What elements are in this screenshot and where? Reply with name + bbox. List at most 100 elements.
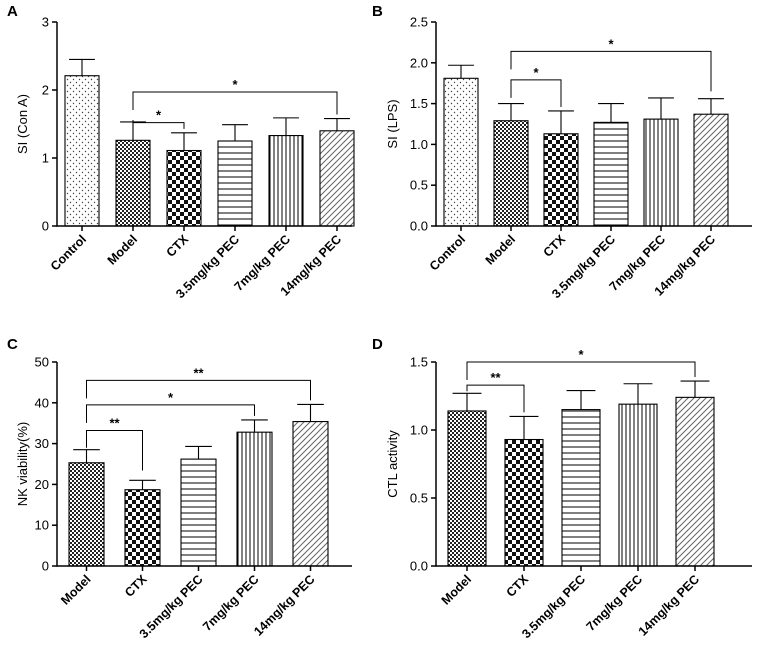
- panel-letter: C: [7, 336, 18, 353]
- y-tick-label: 0.5: [410, 178, 428, 193]
- x-tick-label: CTX: [504, 572, 532, 600]
- y-tick-label: 1.0: [410, 423, 428, 438]
- error-bar-3: [566, 390, 596, 410]
- error-bar-3: [171, 132, 197, 151]
- y-tick-label: 1.0: [410, 137, 428, 152]
- y-tick-label: 2.5: [410, 15, 428, 30]
- y-tick-label: 0.5: [410, 491, 428, 506]
- bar-1: [68, 462, 105, 567]
- y-tick-label: 1.5: [410, 96, 428, 111]
- bar-5: [292, 421, 329, 567]
- x-tick-label: 14mg/kg PEC: [636, 572, 702, 638]
- error-bar-2: [509, 415, 539, 440]
- significance-label: *: [533, 65, 539, 80]
- y-tick-label: 2: [42, 83, 49, 98]
- bar-3: [561, 409, 601, 567]
- significance-label: **: [193, 365, 204, 380]
- error-bar-4: [623, 383, 653, 405]
- x-tick-label: CTX: [541, 232, 569, 260]
- error-bar-4: [241, 419, 268, 433]
- y-tick-label: 3: [42, 15, 49, 30]
- significance-bracket: [86, 430, 143, 471]
- error-bar-1: [448, 64, 474, 79]
- y-tick-label: 1.5: [410, 355, 428, 370]
- bar-4: [217, 140, 253, 227]
- significance-label: *: [156, 108, 162, 123]
- y-tick-label: 30: [35, 436, 49, 451]
- bar-4: [236, 431, 273, 567]
- significance-bracket: [510, 79, 562, 107]
- error-bar-1: [73, 449, 100, 463]
- significance-label: **: [490, 370, 501, 385]
- y-axis-title: SI (Con A): [15, 94, 30, 154]
- y-axis-title: SI (LPS): [385, 99, 400, 148]
- error-bar-5: [648, 97, 674, 120]
- error-bar-5: [273, 117, 299, 136]
- x-tick-label: Model: [105, 232, 140, 267]
- x-tick-label: CTX: [122, 572, 150, 600]
- x-tick-label: Model: [58, 572, 93, 607]
- panel-letter: B: [372, 3, 383, 20]
- error-bar-5: [297, 403, 324, 422]
- bar-2: [124, 489, 161, 567]
- bar-4: [618, 403, 658, 567]
- bar-1: [447, 410, 487, 567]
- error-bar-6: [698, 98, 724, 115]
- bar-3: [166, 149, 202, 227]
- axis-lines: [56, 22, 352, 227]
- significance-label: *: [578, 347, 584, 362]
- error-bar-2: [498, 103, 524, 121]
- panel-letter: A: [7, 3, 18, 20]
- error-bar-6: [324, 118, 350, 131]
- y-tick-label: 0.0: [410, 559, 428, 574]
- x-tick-label: 7mg/kg PEC: [200, 572, 261, 633]
- significance-label: *: [608, 36, 614, 51]
- significance-bracket: [466, 361, 696, 380]
- panel-letter: D: [372, 336, 383, 353]
- y-axis-title: NK viability(%): [15, 422, 30, 507]
- bar-1: [64, 75, 100, 227]
- y-tick-label: 40: [35, 395, 49, 410]
- significance-bracket: [466, 384, 525, 413]
- significance-bracket: [510, 50, 712, 92]
- significance-bracket: [132, 91, 338, 115]
- bar-3: [543, 133, 579, 227]
- bar-5: [675, 396, 715, 567]
- x-tick-label: Control: [48, 232, 89, 273]
- bar-6: [319, 130, 355, 227]
- error-bar-2: [129, 479, 156, 490]
- error-bar-1: [452, 392, 482, 411]
- x-tick-label: CTX: [164, 232, 192, 260]
- y-tick-label: 1: [42, 151, 49, 166]
- error-bar-4: [222, 124, 248, 141]
- bar-5: [643, 118, 679, 227]
- significance-label: *: [168, 390, 174, 405]
- x-tick-label: Model: [439, 572, 474, 607]
- significance-bracket: [86, 404, 255, 423]
- y-tick-label: 10: [35, 518, 49, 533]
- error-bar-5: [680, 380, 710, 398]
- x-tick-label: 7mg/kg PEC: [584, 572, 645, 633]
- bar-4: [593, 121, 629, 227]
- y-tick-label: 50: [35, 355, 49, 370]
- y-tick-label: 2.0: [410, 55, 428, 70]
- significance-label: *: [232, 77, 238, 92]
- bar-5: [268, 135, 304, 227]
- significance-bracket: [132, 119, 185, 129]
- error-bar-1: [69, 58, 95, 76]
- error-bar-3: [185, 445, 212, 460]
- significance-bracket: [86, 379, 311, 401]
- bar-6: [693, 113, 729, 227]
- bar-2: [504, 438, 544, 567]
- y-tick-label: 0: [42, 219, 49, 234]
- bar-2: [115, 139, 151, 227]
- panel-b: B SI (LPS) 0.0 0.5 1.0 1.5 2.0 2.5 Control Model C…: [372, 3, 752, 301]
- y-tick-label: 0.0: [410, 219, 428, 234]
- bar-3: [180, 458, 217, 567]
- y-axis-title: CTL activity: [385, 430, 400, 498]
- x-tick-label: Model: [483, 232, 518, 267]
